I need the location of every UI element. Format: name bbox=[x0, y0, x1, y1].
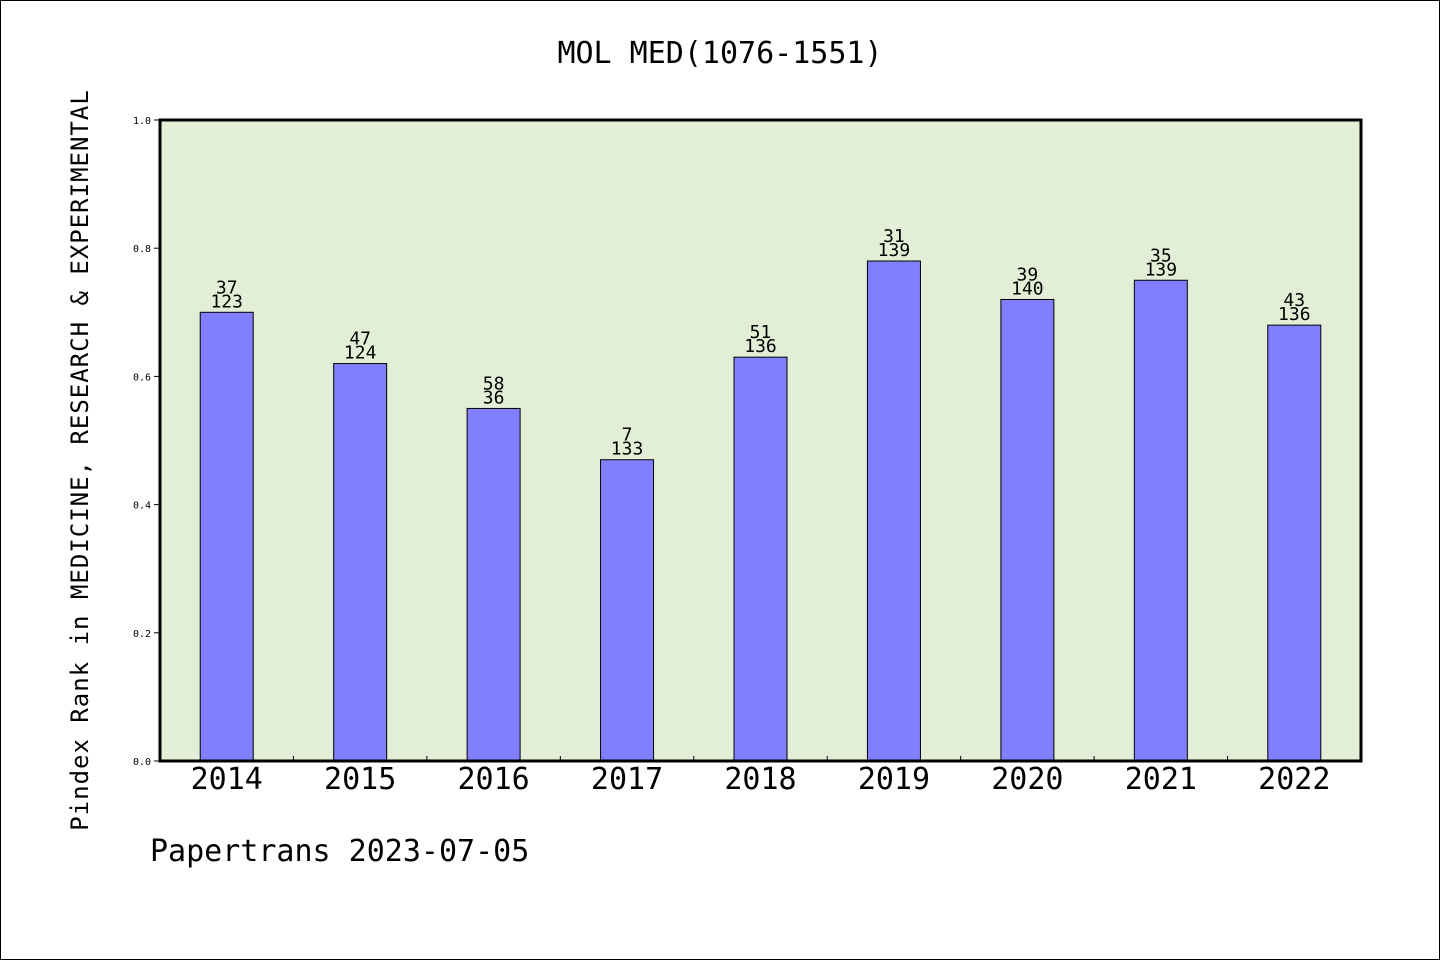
bar-rank-label: 39 bbox=[1017, 264, 1039, 285]
bar bbox=[1000, 298, 1055, 762]
bar bbox=[333, 363, 388, 762]
y-tick-label: 0.6 bbox=[133, 372, 151, 383]
bar-rank-label: 43 bbox=[1283, 290, 1305, 311]
chart-title: MOL MED(1076-1551) bbox=[557, 36, 883, 71]
x-tick-label: 2016 bbox=[457, 762, 529, 797]
bar bbox=[600, 459, 655, 762]
y-tick-label: 0.2 bbox=[133, 629, 151, 640]
bar-rank-label: 7 bbox=[622, 425, 633, 446]
bar-rank-label: 58 bbox=[483, 373, 505, 394]
x-tick-label: 2020 bbox=[991, 762, 1063, 797]
bar-rank-label: 35 bbox=[1150, 245, 1172, 266]
x-tick-label: 2022 bbox=[1258, 762, 1330, 797]
bar-rank-label: 31 bbox=[883, 226, 905, 247]
bar-total-label: 139 bbox=[878, 240, 911, 261]
x-tick-label: 2021 bbox=[1125, 762, 1197, 797]
x-tick-label: 2017 bbox=[591, 762, 663, 797]
credit-footer: Papertrans 2023-07-05 bbox=[150, 834, 530, 869]
bar-rank-label: 47 bbox=[349, 329, 371, 350]
bar-total-label: 123 bbox=[210, 291, 243, 312]
bar-total-label: 133 bbox=[611, 439, 644, 460]
x-tick-label: 2014 bbox=[191, 762, 263, 797]
bar-total-label: 136 bbox=[1278, 304, 1311, 325]
bar bbox=[866, 260, 921, 762]
bar-total-label: 124 bbox=[344, 343, 377, 364]
bar-rank-label: 51 bbox=[750, 322, 772, 343]
bar bbox=[1133, 279, 1188, 762]
y-tick-label: 1.0 bbox=[133, 116, 151, 127]
y-tick-label: 0.4 bbox=[133, 501, 151, 512]
x-tick-label: 2018 bbox=[724, 762, 796, 797]
bar-total-label: 36 bbox=[483, 387, 505, 408]
bar bbox=[466, 407, 521, 762]
bar-total-label: 139 bbox=[1145, 259, 1178, 280]
bar-rank-label: 37 bbox=[216, 277, 238, 298]
x-tick-label: 2015 bbox=[324, 762, 396, 797]
bar bbox=[733, 356, 788, 762]
plot-border bbox=[158, 118, 1363, 763]
bar bbox=[1267, 324, 1322, 762]
y-tick-label: 0.8 bbox=[133, 244, 151, 255]
bar-total-label: 140 bbox=[1011, 278, 1044, 299]
x-tick-label: 2019 bbox=[858, 762, 930, 797]
y-tick-label: 0.0 bbox=[133, 757, 151, 768]
bar bbox=[199, 311, 254, 762]
bar-total-label: 136 bbox=[744, 336, 777, 357]
